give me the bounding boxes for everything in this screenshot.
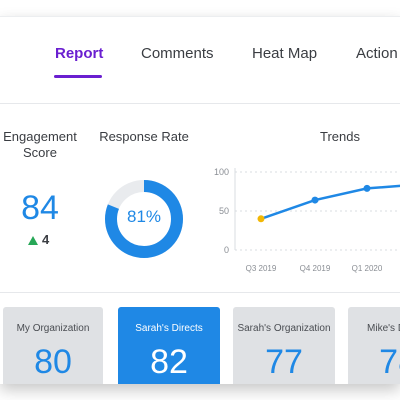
card-label: Sarah's Directs bbox=[135, 323, 203, 334]
y-tick-label: 0 bbox=[224, 245, 229, 255]
x-tick-label: Q1 2020 bbox=[352, 264, 383, 273]
trend-series-line bbox=[260, 184, 400, 220]
engagement-score-title: Engagement Score bbox=[0, 129, 80, 161]
engagement-title-line1: Engagement bbox=[3, 129, 77, 144]
tab-comments[interactable]: Comments bbox=[141, 45, 214, 62]
y-tick-label: 100 bbox=[214, 167, 229, 177]
response-rate-donut bbox=[105, 180, 183, 258]
engagement-title-line2: Score bbox=[23, 145, 57, 160]
card-value: 78 bbox=[379, 343, 400, 381]
active-tab-indicator bbox=[54, 75, 102, 78]
engagement-delta: 4 bbox=[28, 232, 49, 247]
card-label: Mike's Directs bbox=[367, 323, 400, 334]
card-sarahs-directs[interactable]: Sarah's Directs 82 bbox=[118, 307, 220, 384]
tab-bar: Report Comments Heat Map Action bbox=[0, 17, 400, 105]
engagement-delta-value: 4 bbox=[42, 232, 50, 247]
x-tick-label: Q3 2019 bbox=[246, 264, 277, 273]
response-rate-title: Response Rate bbox=[99, 129, 189, 144]
donut-progress-arc bbox=[105, 180, 183, 258]
card-sarahs-organization[interactable]: Sarah's Organization 77 bbox=[233, 307, 335, 384]
trends-title: Trends bbox=[320, 129, 360, 144]
card-value: 80 bbox=[34, 343, 72, 381]
card-value: 82 bbox=[150, 343, 188, 381]
y-tick-label: 50 bbox=[219, 206, 229, 216]
response-rate-value: 81% bbox=[126, 207, 162, 226]
tabs-divider bbox=[0, 103, 400, 104]
trend-data-point bbox=[311, 196, 319, 204]
tab-heat-map[interactable]: Heat Map bbox=[252, 45, 318, 62]
card-label: My Organization bbox=[16, 323, 90, 334]
tab-report[interactable]: Report bbox=[55, 45, 104, 62]
tab-action[interactable]: Action bbox=[356, 45, 398, 62]
card-my-organization[interactable]: My Organization 80 bbox=[3, 307, 103, 384]
card-value: 77 bbox=[265, 343, 303, 381]
trend-data-point bbox=[363, 184, 371, 192]
card-label: Sarah's Organization bbox=[237, 323, 331, 334]
dashboard-frame: Report Comments Heat Map Action Engageme… bbox=[0, 16, 400, 384]
section-divider bbox=[0, 292, 400, 293]
x-tick-label: Q4 2019 bbox=[300, 264, 331, 273]
engagement-score-value: 84 bbox=[21, 189, 59, 227]
card-mikes-directs[interactable]: Mike's Directs 78 bbox=[348, 307, 400, 384]
arrow-up-icon bbox=[28, 236, 38, 245]
trend-data-point bbox=[257, 215, 265, 223]
